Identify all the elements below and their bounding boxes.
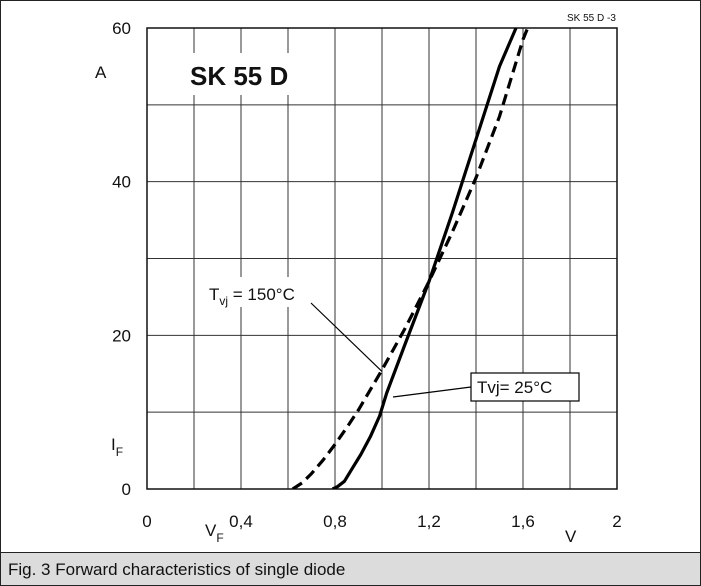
annotation-25c: Tvj= 25°C (392, 372, 580, 402)
annotation-150c: Tvj = 150°C (201, 277, 383, 372)
leader-line-25c (392, 386, 472, 398)
y-tick-label: 60 (112, 19, 131, 38)
y-tick-label: 40 (112, 173, 131, 192)
y-unit-label: A (95, 63, 107, 82)
y-axis-label: IF (111, 435, 123, 459)
x-tick-label: 1,2 (417, 512, 441, 531)
annotation-label-25c: Tvj= 25°C (477, 378, 552, 397)
x-tick-label: 1,6 (511, 512, 535, 531)
plot-frame (146, 27, 618, 490)
y-tick-label: 20 (112, 326, 131, 345)
chart-title-box: SK 55 D (175, 53, 311, 95)
annotation-label-150c: Tvj = 150°C (209, 285, 295, 308)
leader-line-150c (310, 302, 383, 372)
series-line-25c (331, 28, 518, 489)
y-tick-label: 0 (122, 480, 131, 499)
x-tick-label: 2 (612, 512, 621, 531)
x-tick-label: 0,4 (229, 512, 253, 531)
x-axis-label: VF (205, 521, 224, 545)
caption-bar: Fig. 3 Forward characteristics of single… (1, 552, 700, 585)
annotation-box-25c (470, 372, 580, 402)
x-tick-label: 0 (142, 512, 151, 531)
grid-layer (146, 27, 618, 490)
series-layer (291, 28, 530, 489)
x-unit-label: V (565, 527, 577, 546)
x-tick-label: 0,8 (323, 512, 347, 531)
chart-title: SK 55 D (190, 61, 288, 91)
figure-caption: Fig. 3 Forward characteristics of single… (8, 560, 346, 579)
figure-id-label: SK 55 D -3 (567, 13, 616, 24)
